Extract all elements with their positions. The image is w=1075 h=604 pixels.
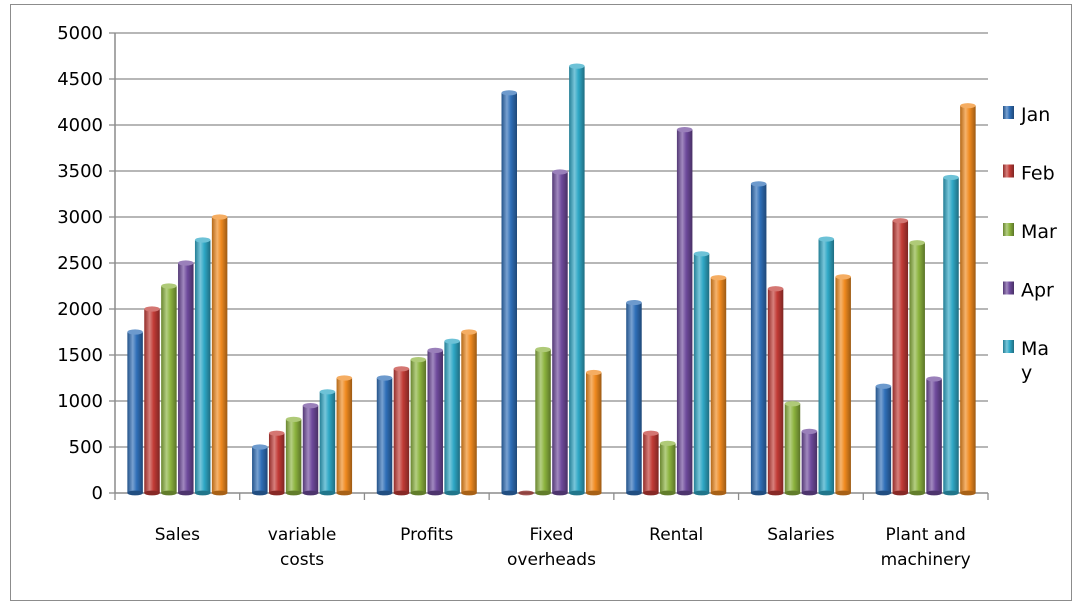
x-category-label: Profits (400, 525, 453, 545)
y-tick-label: 2000 (57, 299, 103, 320)
x-category-label: Plant and machinery (881, 525, 971, 570)
bar (875, 383, 892, 496)
legend-label: Feb (1021, 163, 1055, 185)
legend-item: Feb (1003, 163, 1055, 185)
bar (194, 237, 211, 496)
legend-label: Apr (1021, 280, 1054, 302)
y-tick-labels: 0 500 1000 1500 2000 2500 3000 3500 4000 4500 5000 (57, 23, 115, 504)
y-tick-label: 2500 (57, 253, 103, 274)
legend-swatch (1003, 281, 1014, 295)
bar (144, 306, 160, 496)
bar (818, 236, 835, 496)
legend-item: Mar (1003, 221, 1057, 243)
bar (252, 444, 268, 496)
bar (767, 286, 784, 496)
y-tick-label: 1000 (57, 391, 103, 412)
legend-item: Jan (1003, 104, 1050, 126)
bar (960, 103, 976, 496)
bar (302, 403, 319, 496)
bar (211, 214, 228, 496)
legend-item: Apr (1003, 280, 1054, 302)
bar (427, 347, 443, 496)
bar (535, 346, 551, 496)
legend-swatch (1003, 223, 1014, 236)
legend-item: Ma y (1003, 338, 1049, 384)
y-tick-label: 3500 (57, 161, 103, 182)
bar (127, 329, 143, 496)
x-category-label: Salaries (767, 525, 835, 545)
bar (784, 401, 801, 496)
x-category-labels: Sales variable costs Profits Fixed overheads R… (114, 493, 989, 570)
bar (660, 440, 676, 496)
bar (892, 218, 909, 496)
legend-swatch (1003, 340, 1014, 353)
y-tick-label: 1500 (57, 345, 103, 366)
y-tick-label: 5000 (57, 23, 103, 44)
bar (393, 366, 410, 496)
bar (161, 283, 177, 496)
bar (285, 416, 302, 496)
y-tick-label: 0 (92, 483, 103, 504)
bar (319, 389, 336, 496)
x-category-label: variable costs (268, 525, 337, 570)
bar (835, 274, 851, 496)
bar (801, 428, 818, 496)
bar (586, 369, 602, 496)
bar (750, 181, 767, 496)
bar (444, 338, 460, 496)
legend-label: Jan (1020, 104, 1050, 126)
bar (461, 329, 477, 496)
legend-label: Ma y (1021, 338, 1049, 384)
bar (710, 275, 727, 496)
y-tick-label: 500 (69, 437, 103, 458)
bar (626, 299, 642, 496)
bar (501, 90, 517, 496)
bar (926, 376, 942, 496)
bar (643, 430, 659, 496)
bar (376, 375, 393, 496)
gridlines (115, 32, 988, 448)
y-tick-label: 4000 (57, 115, 103, 136)
x-category-label: Fixed overheads (507, 525, 596, 570)
y-tick-label: 3000 (57, 207, 103, 228)
y-tick-label: 4500 (57, 69, 103, 90)
bar (336, 375, 353, 496)
bar (693, 251, 710, 496)
bar (268, 430, 285, 496)
bars (127, 63, 976, 496)
bar (943, 174, 959, 496)
bar (676, 127, 693, 496)
bar (178, 260, 194, 496)
x-category-label: Sales (155, 525, 200, 545)
bar (518, 490, 534, 496)
bar (552, 169, 568, 496)
bar (410, 357, 427, 496)
legend-label: Mar (1021, 221, 1057, 243)
legend-swatch (1003, 164, 1014, 178)
x-category-label: Rental (649, 525, 703, 545)
bar (569, 63, 585, 496)
bar (909, 240, 925, 496)
legend-swatch (1003, 106, 1014, 119)
legend: Jan Feb Mar Apr Ma y (1003, 104, 1057, 384)
